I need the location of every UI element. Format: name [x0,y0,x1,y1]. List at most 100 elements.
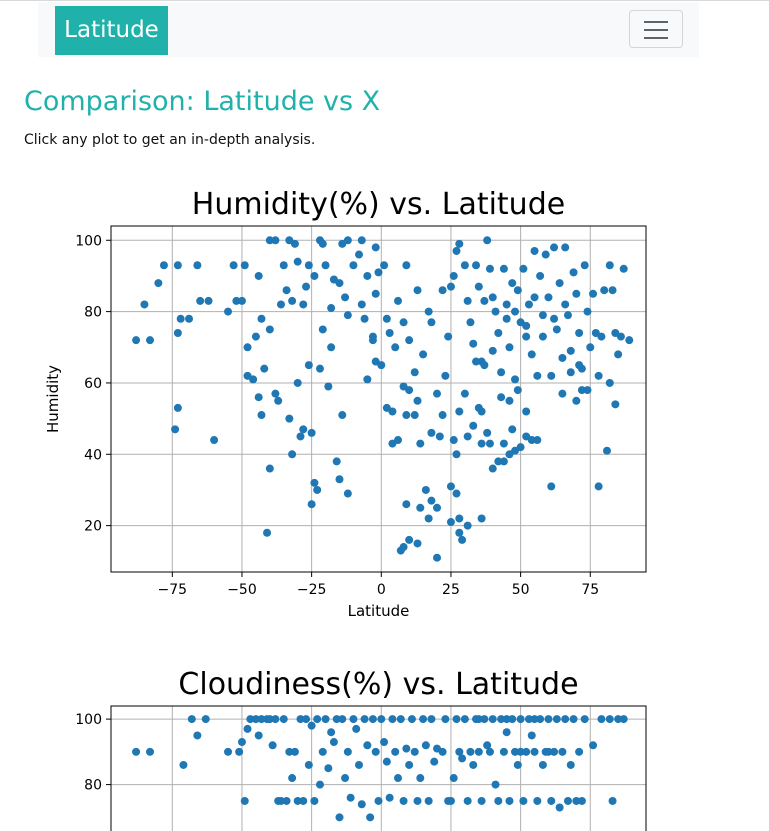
humidity-data-point [435,432,444,441]
cloudiness-data-point [304,760,313,769]
humidity-data-point [466,318,475,327]
cloudiness-data-point [349,715,358,724]
cloudiness-data-point [290,747,299,756]
humidity-data-point [368,336,377,345]
cloudiness-data-point [430,757,439,766]
humidity-data-point [321,261,330,270]
cloudiness-data-point [299,796,308,805]
humidity-data-point [424,514,433,523]
humidity-data-point [313,485,322,494]
cloudiness-data-point [561,715,570,724]
humidity-data-point [304,261,313,270]
humidity-data-point [391,343,400,352]
cloudiness-y-tick-label: 80 [84,778,102,794]
humidity-data-point [224,307,233,316]
humidity-data-point [452,246,461,255]
humidity-data-point [257,314,266,323]
navbar-brand[interactable]: Latitude [55,6,168,55]
humidity-data-point [491,307,500,316]
cloudiness-data-point [302,715,311,724]
humidity-data-point [288,450,297,459]
humidity-data-point [611,400,620,409]
cloudiness-data-point [307,721,316,730]
humidity-data-point [210,436,219,445]
cloudiness-data-point [237,738,246,747]
cloudiness-data-point [391,747,400,756]
navbar-toggle-button[interactable] [629,10,683,48]
cloudiness-data-point [446,796,455,805]
humidity-data-point [354,250,363,259]
humidity-data-point [402,411,411,420]
cloudiness-data-point [388,715,397,724]
humidity-data-point [449,436,458,445]
humidity-chart-title: Humidity(%) vs. Latitude [192,187,565,222]
humidity-data-point [463,521,472,530]
humidity-data-point [296,432,305,441]
humidity-data-point [254,271,263,280]
humidity-data-point [550,243,559,252]
humidity-data-point [307,428,316,437]
cloudiness-data-point [474,747,483,756]
humidity-data-point [360,314,369,323]
cloudiness-data-point [460,715,469,724]
humidity-data-point [472,261,481,270]
cloudiness-data-point [324,764,333,773]
humidity-data-point [249,375,258,384]
humidity-data-point [146,336,155,345]
cloudiness-data-point [427,715,436,724]
humidity-data-point [530,246,539,255]
humidity-data-point [257,411,266,420]
cloudiness-data-point [354,760,363,769]
cloudiness-data-point [352,724,361,733]
cloudiness-data-point [463,796,472,805]
humidity-data-point [563,311,572,320]
cloudiness-data-point [315,780,324,789]
humidity-data-point [394,436,403,445]
humidity-data-point [282,286,291,295]
cloudiness-data-point [536,715,545,724]
humidity-data-point [154,279,163,288]
humidity-data-point [363,375,372,384]
cloudiness-data-point [605,715,614,724]
cloudiness-data-point [410,747,419,756]
humidity-y-tick-label: 20 [84,519,102,535]
humidity-data-point [173,261,182,270]
humidity-data-point [237,296,246,305]
humidity-data-point [416,503,425,512]
humidity-data-point [555,279,564,288]
humidity-data-point [561,300,570,309]
cloudiness-data-point [480,715,489,724]
humidity-data-point [438,411,447,420]
humidity-data-point [419,350,428,359]
humidity-data-point [446,518,455,527]
humidity-data-point [413,539,422,548]
cloudiness-data-point [477,796,486,805]
humidity-data-point [614,350,623,359]
cloudiness-data-point [419,715,428,724]
humidity-data-point [254,393,263,402]
cloudiness-data-point [558,747,567,756]
humidity-data-point [455,407,464,416]
cloudiness-data-point [533,796,542,805]
humidity-data-point [483,428,492,437]
humidity-x-tick-label: −50 [227,582,257,598]
humidity-data-point [433,389,442,398]
humidity-data-point [569,268,578,277]
cloudiness-data-point [285,747,294,756]
cloudiness-latitude-plot[interactable]: Cloudiness(%) vs. Latitude 80 100 [40,660,660,831]
humidity-data-point [522,332,531,341]
humidity-latitude-plot[interactable]: Humidity(%) vs. Latitude 20 40 60 80 100 −75 −5… [40,180,660,625]
cloudiness-data-point [382,757,391,766]
cloudiness-data-point [329,738,338,747]
humidity-data-point [455,528,464,537]
cloudiness-data-point [516,747,525,756]
cloudiness-data-point [374,796,383,805]
humidity-data-point [324,382,333,391]
cloudiness-data-point [538,760,547,769]
humidity-data-point [444,332,453,341]
cloudiness-data-point [335,813,344,822]
humidity-data-point [499,264,508,273]
cloudiness-data-point [332,715,341,724]
cloudiness-data-point [343,747,352,756]
cloudiness-data-point [146,747,155,756]
